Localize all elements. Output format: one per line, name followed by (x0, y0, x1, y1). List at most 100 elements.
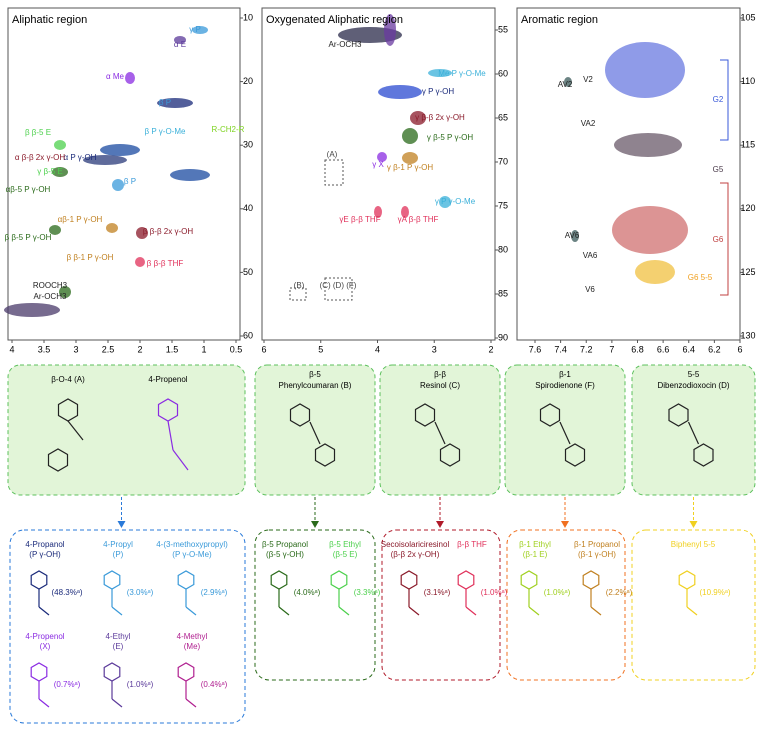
panel-title: Aromatic region (521, 14, 598, 26)
molecule-ring (47, 448, 69, 472)
compound-code: (P γ-O-Me) (172, 550, 212, 559)
compound-share: (0.7%ᵃ) (54, 680, 81, 689)
compound-code: (β-5 E) (333, 550, 358, 559)
x-tick-label: 2.5 (102, 344, 115, 354)
peak-label: VA2 (581, 119, 596, 128)
y-tick-label: 70 (498, 156, 508, 166)
peak-label: AV2 (558, 80, 573, 89)
x-tick-label: 1.5 (166, 344, 179, 354)
compound-name: 4-Propyl (103, 540, 133, 549)
product-box (506, 529, 626, 681)
peak-label: γ β-1 P γ-OH (387, 163, 433, 172)
cross-peak (125, 72, 135, 84)
linkage-label: β-O-4 (A) (51, 375, 85, 384)
linkage-label: Resinol (C) (420, 381, 460, 390)
product-box (9, 529, 246, 724)
peak-label: β P γ-O-Me (145, 127, 186, 136)
molecule-bond (185, 606, 197, 616)
molecule-bond (408, 606, 420, 616)
molecule-bond (590, 606, 602, 616)
peak-label: γ β-5 E (37, 167, 63, 176)
cross-peak (428, 69, 452, 77)
linkage-box (7, 364, 246, 496)
x-tick-label: 4 (375, 344, 380, 354)
x-tick-label: 6.8 (631, 344, 644, 354)
linkage-label: β-1 (559, 370, 571, 379)
linkage-label: Spirodienone (F) (535, 381, 595, 390)
peak-label: V6 (585, 285, 595, 294)
bracket (720, 59, 729, 141)
y-tick-label: 75 (498, 200, 508, 210)
molecule-bond (38, 698, 50, 708)
linkage-label: β-5 (309, 370, 321, 379)
arrow-head (561, 521, 569, 528)
compound-share: (10.9%ᵃ) (700, 588, 731, 597)
molecule-bond (528, 606, 540, 616)
peak-label: β β-5 P γ-OH (5, 233, 52, 242)
molecule-ring (314, 443, 336, 467)
region-box (289, 287, 307, 301)
cross-peak (635, 260, 675, 284)
molecule-bond (338, 606, 350, 616)
peak-label: R-CH2-R (212, 125, 245, 134)
compound-code: (X) (40, 642, 51, 651)
compound-code: (β-β 2x γ-OH) (391, 550, 440, 559)
compound-code: (E) (113, 642, 124, 651)
x-tick-label: 6.6 (657, 344, 670, 354)
y-tick-label: 50 (243, 267, 253, 277)
molecule-bond (111, 606, 123, 616)
peak-label: AV6 (565, 231, 580, 240)
molecule-bond (278, 606, 290, 616)
cross-peak (605, 42, 685, 98)
x-tick-label: 2 (137, 344, 142, 354)
y-tick-label: 30 (243, 140, 253, 150)
peak-label: β β-β 2x γ-OH (143, 227, 193, 236)
peak-label: (B) (294, 281, 305, 290)
peak-label: αβ-5 P γ-OH (6, 185, 51, 194)
y-tick-label: 60 (243, 330, 253, 340)
x-tick-label: 4 (9, 344, 14, 354)
y-tick-label: 110 (741, 76, 755, 86)
y-tick-label: 60 (498, 68, 508, 78)
x-tick-label: 3.5 (38, 344, 51, 354)
linkage-box (631, 364, 756, 496)
cross-peak (54, 140, 66, 150)
y-tick-label: 115 (741, 140, 755, 150)
peak-label: γ P (189, 25, 201, 34)
compound-name: β-5 Ethyl (329, 540, 361, 549)
compound-name: β-1 Ethyl (519, 540, 551, 549)
cross-peak (136, 227, 148, 239)
compound-share: (1.0%ᵃ) (544, 588, 571, 597)
molecule-bond (434, 421, 446, 445)
compound-share: (2.9%ᵃ) (201, 588, 228, 597)
peak-label: β β-β THF (147, 259, 184, 268)
arrow-head (311, 521, 319, 528)
compound-name: 4-Propanol (25, 540, 64, 549)
y-tick-label: 85 (498, 288, 508, 298)
peak-label: γ β-5 P γ-OH (427, 133, 473, 142)
peak-label: γ P γ-O-Me (435, 197, 476, 206)
cross-peak (49, 225, 61, 235)
product-box (254, 529, 376, 681)
x-tick-label: 7.4 (554, 344, 567, 354)
molecule-bond (38, 606, 50, 616)
peak-label: (A) (327, 150, 338, 159)
cross-peak (410, 111, 426, 125)
compound-name: 4-Methyl (177, 632, 208, 641)
peak-label: G5 (713, 165, 724, 174)
cross-peak (384, 14, 396, 46)
peak-label: Ar-OCH3 (34, 292, 67, 301)
molecule-bond (167, 420, 174, 451)
cross-peak (52, 167, 68, 177)
peak-label: G6 (713, 235, 724, 244)
y-tick-label: 20 (243, 76, 253, 86)
peak-label: Me P γ-O-Me (438, 69, 486, 78)
molecule-ring (564, 443, 586, 467)
molecule-ring (539, 403, 561, 427)
compound-share: (0.4%ᵃ) (201, 680, 228, 689)
compound-name: 4-Propenol (25, 632, 64, 641)
y-tick-label: 105 (740, 12, 755, 22)
linkage-label: 5-5 (688, 370, 700, 379)
peak-label: γ X (372, 160, 384, 169)
cross-peak (439, 196, 451, 208)
